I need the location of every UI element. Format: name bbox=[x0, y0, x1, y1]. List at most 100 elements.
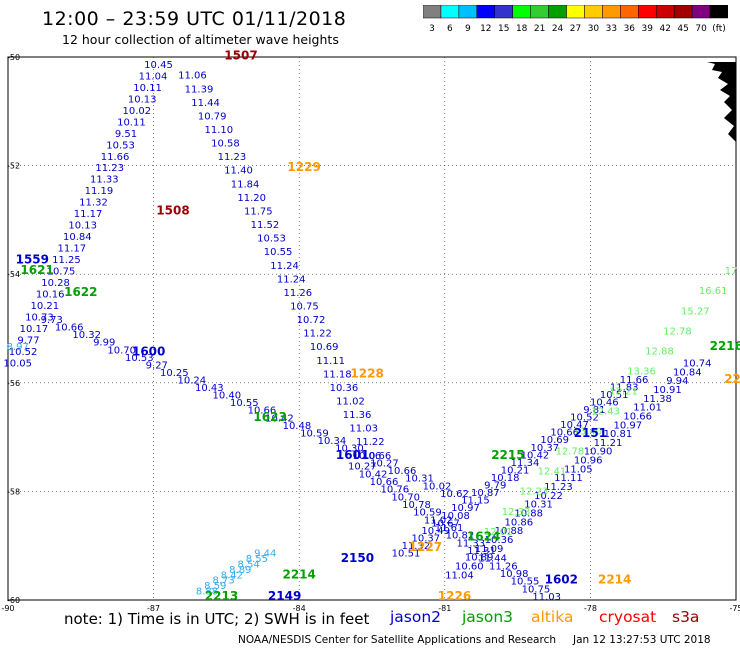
track-jason2_desc_a: 9.7310.6610.329.9910.7010.539.2710.2510.… bbox=[41, 315, 469, 500]
wave-height-value: 10.08 bbox=[441, 511, 470, 522]
wave-height-value: 10.34 bbox=[318, 436, 347, 447]
wave-height-value: 10.60 bbox=[455, 562, 484, 573]
wave-height-value: 10.42 bbox=[265, 413, 294, 424]
wave-height-value: 10.42 bbox=[521, 450, 550, 461]
wave-height-value: 10.55 bbox=[511, 577, 540, 588]
legend-altika: altika bbox=[531, 608, 574, 626]
wave-height-value: 11.10 bbox=[204, 125, 233, 136]
wave-height-value: 10.40 bbox=[212, 391, 241, 402]
pass-time-label: 1228 bbox=[350, 366, 383, 380]
wave-height-value: 10.69 bbox=[540, 435, 569, 446]
track-s3a_ascending: 10.0510.529.7710.1710.7310.2110.1610.281… bbox=[3, 60, 172, 370]
wave-height-value: 11.44 bbox=[191, 98, 220, 109]
wave-height-value: 11.66 bbox=[101, 152, 130, 163]
wave-height-value: 10.66 bbox=[363, 451, 392, 462]
wave-height-value: 10.66 bbox=[550, 428, 579, 439]
latitude-tick-label: -58 bbox=[7, 487, 20, 496]
pass-time-label: 1229 bbox=[287, 160, 320, 174]
legend-jason2: jason2 bbox=[390, 608, 442, 626]
wave-height-value: 10.66 bbox=[623, 412, 652, 423]
wave-height-value: 10.89 bbox=[465, 553, 494, 564]
pass-time-label: 2214 bbox=[598, 573, 631, 587]
latitude-tick-label: -52 bbox=[7, 162, 20, 171]
wave-height-value: 11.23 bbox=[95, 163, 124, 174]
color-scale-label: 33 bbox=[606, 24, 617, 33]
wave-height-value: 11.06 bbox=[178, 71, 207, 82]
wave-height-value: 11.36 bbox=[343, 410, 372, 421]
wave-height-value: 10.58 bbox=[211, 139, 240, 150]
wave-height-value: 9.27 bbox=[146, 360, 168, 371]
wave-height-value: 10.97 bbox=[613, 420, 642, 431]
wave-height-value: 10.53 bbox=[125, 353, 154, 364]
wave-height-value: 10.32 bbox=[72, 330, 101, 341]
pass-time-label: 1226 bbox=[438, 589, 471, 603]
wave-height-value: 10.42 bbox=[359, 469, 388, 480]
pass-time-label: 1601 bbox=[336, 448, 369, 462]
wave-height-value: 10.28 bbox=[41, 278, 70, 289]
wave-height-value: 12.21 bbox=[609, 387, 638, 398]
wave-height-value: 10.48 bbox=[283, 421, 312, 432]
wave-height-value: 10.30 bbox=[335, 444, 364, 455]
color-scale-label: 27 bbox=[570, 24, 581, 33]
wave-height-value: 11.61 bbox=[435, 523, 464, 534]
wave-height-value: 8.54 bbox=[237, 559, 259, 570]
track-altika_asc: 11.0410.6010.8911.0910.3610.8810.8610.88… bbox=[445, 359, 711, 582]
legend-cryosat: cryosat bbox=[599, 608, 657, 626]
wave-height-value: 11.03 bbox=[532, 592, 561, 603]
wave-height-value: 9.77 bbox=[17, 336, 39, 347]
wave-height-value: 10.66 bbox=[388, 466, 417, 477]
wave-height-value: 11.23 bbox=[544, 482, 573, 493]
wave-height-value: 10.97 bbox=[451, 503, 480, 514]
color-scale-label: 39 bbox=[642, 24, 654, 33]
latitude-tick-label: -60 bbox=[7, 596, 20, 605]
wave-height-value: 9.79 bbox=[484, 481, 506, 492]
wave-height-value: 10.51 bbox=[392, 549, 421, 560]
wave-height-value: 11.52 bbox=[251, 220, 280, 231]
wave-height-value: 10.37 bbox=[530, 443, 559, 454]
pass-time-label: 1622 bbox=[64, 285, 97, 299]
wave-height-value: 11.26 bbox=[283, 288, 312, 299]
longitude-tick-label: -87 bbox=[147, 604, 160, 613]
wave-height-value: 12.01 bbox=[484, 527, 513, 538]
wave-height-value: 12.88 bbox=[645, 346, 674, 357]
wave-height-value: 10.55 bbox=[264, 247, 293, 258]
color-scale-label: 18 bbox=[516, 24, 528, 33]
latitude-tick-label: -56 bbox=[7, 379, 20, 388]
wave-height-value: 10.45 bbox=[144, 60, 173, 71]
longitude-tick-label: -81 bbox=[438, 604, 451, 613]
pass-time-label: 1227 bbox=[409, 540, 442, 554]
wave-height-value: 11.31 bbox=[467, 546, 496, 557]
wave-height-value: 11.83 bbox=[610, 382, 639, 393]
wave-height-value: 10.31 bbox=[524, 500, 553, 511]
wave-height-value: 10.84 bbox=[673, 367, 702, 378]
wave-height-value: 10.43 bbox=[195, 383, 224, 394]
wave-height-value: 11.05 bbox=[564, 464, 593, 475]
credit-line: NOAA/NESDIS Center for Satellite Applica… bbox=[238, 634, 556, 646]
wave-height-value: 10.46 bbox=[590, 398, 619, 409]
wave-height-value: 11.32 bbox=[402, 541, 431, 552]
wave-height-value: 10.90 bbox=[584, 447, 613, 458]
generated-timestamp: Jan 12 13:27:53 UTC 2018 bbox=[573, 634, 711, 646]
wave-height-value: 10.82 bbox=[446, 531, 475, 542]
wave-height-value: 10.11 bbox=[117, 117, 146, 128]
wave-height-value: 10.70 bbox=[391, 492, 420, 503]
wave-height-value: 8.59 bbox=[204, 581, 226, 592]
wave-height-value: 11.34 bbox=[511, 458, 540, 469]
wave-height-value: 11.66 bbox=[620, 375, 649, 386]
wave-height-value: 9.94 bbox=[666, 376, 688, 387]
wave-height-value: 10.73 bbox=[25, 313, 54, 324]
wave-height-value: 10.72 bbox=[297, 315, 326, 326]
wave-height-value: 11.40 bbox=[224, 166, 253, 177]
wave-height-value: 10.66 bbox=[370, 477, 399, 488]
color-scale-label: 6 bbox=[447, 24, 453, 33]
pass-time-label: 2151 bbox=[574, 426, 607, 440]
wave-height-value: 11.04 bbox=[139, 71, 168, 82]
wave-height-value: 12.41 bbox=[538, 467, 567, 478]
color-scale-label: 9 bbox=[465, 24, 471, 33]
color-scale-label: (ft) bbox=[712, 24, 726, 33]
longitude-tick-label: -84 bbox=[293, 604, 306, 613]
wave-height-value: 11.20 bbox=[237, 193, 266, 204]
wave-height-value: 11.11 bbox=[316, 356, 345, 367]
wave-height-value: 11.17 bbox=[74, 209, 103, 220]
wave-height-value: 10.75 bbox=[522, 584, 551, 595]
